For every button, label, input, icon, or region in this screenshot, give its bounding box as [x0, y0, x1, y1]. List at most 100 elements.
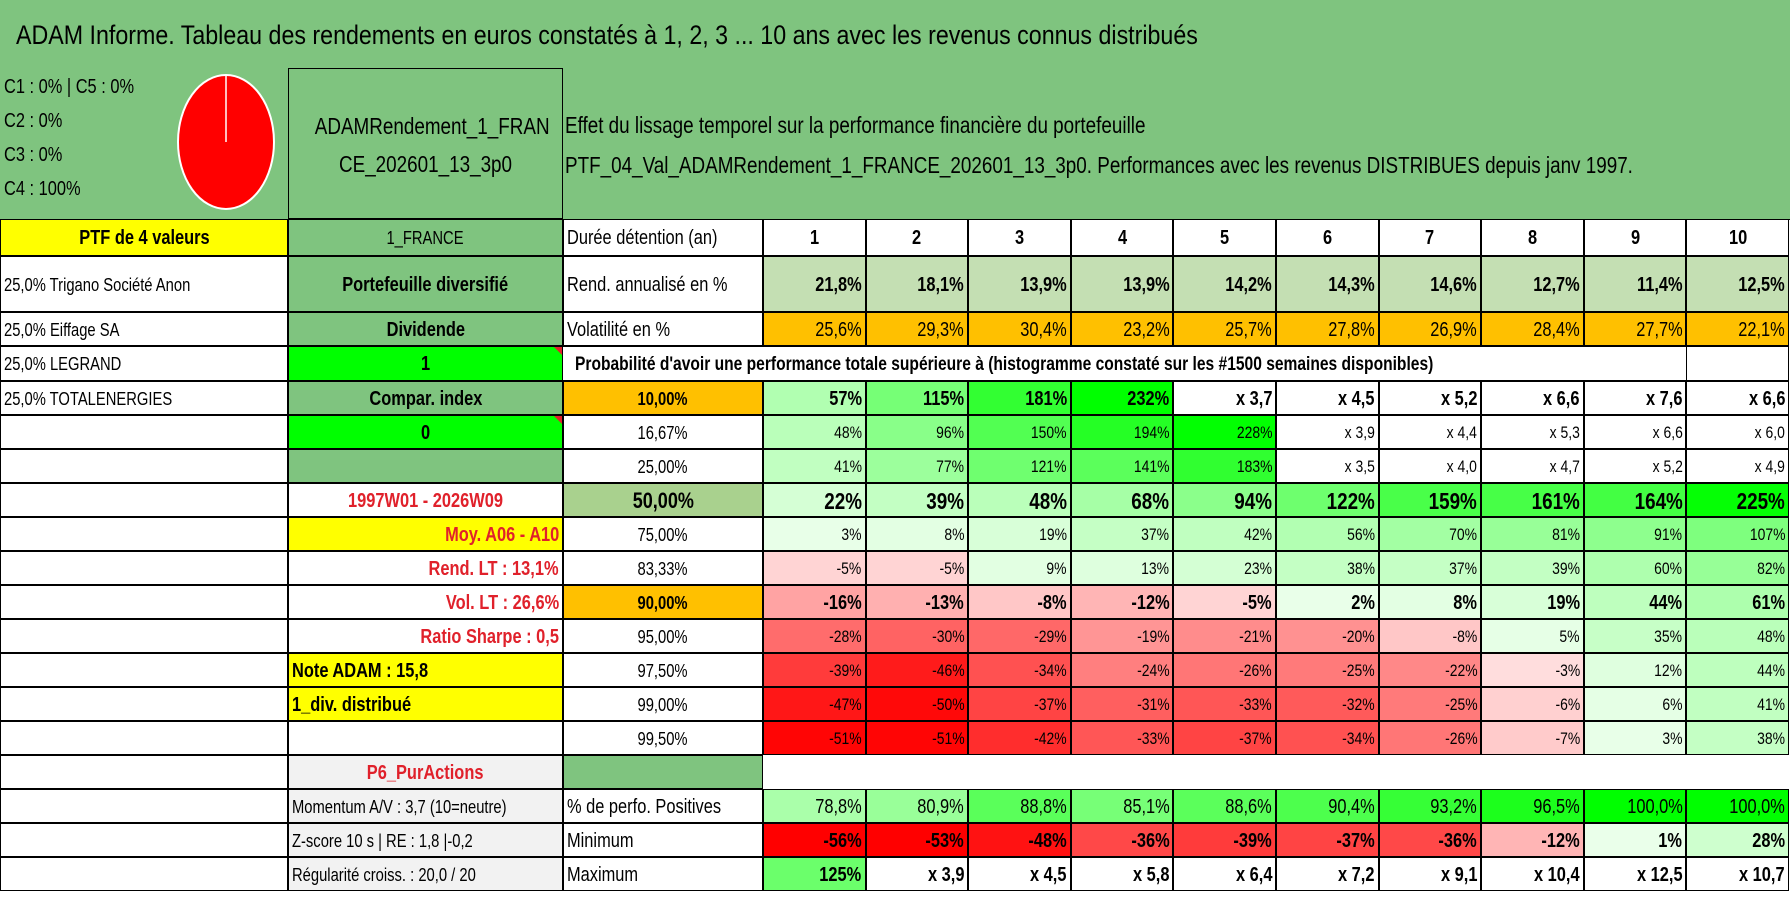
prob-value: 122%: [1276, 483, 1379, 517]
prob-value: 107%: [1686, 517, 1789, 551]
max-value: x 10,7: [1686, 857, 1789, 891]
prob-value: 8%: [1378, 585, 1482, 619]
min-value: 1%: [1583, 823, 1687, 857]
zscore: Z-score 10 s | RE : 1,8 |-0,2: [288, 823, 563, 857]
prob-value: 42%: [1173, 517, 1276, 551]
prob-value: 44%: [1583, 585, 1687, 619]
left-empty: [0, 517, 288, 551]
min-value: -39%: [1173, 823, 1276, 857]
prob-value: 9%: [968, 551, 1071, 585]
prob-value: -51%: [763, 721, 866, 755]
prob-value: x 5,3: [1481, 415, 1584, 449]
pos-value: 88,8%: [968, 789, 1071, 823]
prob-value: 121%: [968, 449, 1071, 483]
prob-value: 115%: [865, 381, 969, 415]
regularite: Régularité croiss. : 20,0 / 20: [288, 857, 563, 891]
prob-value: 183%: [1173, 449, 1276, 483]
left-empty: [0, 483, 288, 517]
prob-value: -25%: [1378, 687, 1482, 721]
vol-lt: Vol. LT : 26,6%: [288, 585, 563, 619]
country-label: 1_FRANCE: [288, 219, 563, 256]
holding-row: 25,0% LEGRAND: [0, 346, 288, 381]
rend-value: 21,8%: [763, 256, 866, 312]
prob-value: 164%: [1583, 483, 1687, 517]
compar-flag: 0: [288, 415, 563, 449]
prob-value: x 5,2: [1583, 449, 1687, 483]
mid-empty: [288, 449, 563, 483]
prob-value: -8%: [1378, 619, 1482, 653]
prob-value: 37%: [1070, 517, 1174, 551]
prob-value: -47%: [763, 687, 866, 721]
min-value: -48%: [968, 823, 1071, 857]
prob-value: x 3,5: [1276, 449, 1379, 483]
max-value: x 5,8: [1070, 857, 1174, 891]
dividend-mode: 1_div. distribué: [288, 687, 563, 721]
prob-threshold: 95,00%: [563, 619, 763, 653]
pos-value: 80,9%: [865, 789, 969, 823]
prob-value: 41%: [763, 449, 866, 483]
prob-value: 35%: [1583, 619, 1687, 653]
rend-value: 14,3%: [1276, 256, 1379, 312]
prob-threshold: 99,00%: [563, 687, 763, 721]
period-label: 1997W01 - 2026W09: [288, 483, 563, 517]
fund-name: ADAMRendement_1_FRAN CE_202601_13_3p0: [288, 68, 563, 219]
prob-threshold: 25,00%: [563, 449, 763, 483]
vol-value: 27,7%: [1583, 312, 1687, 346]
prob-value: -26%: [1378, 721, 1482, 755]
left-empty: [0, 857, 288, 891]
prob-value: -5%: [865, 551, 969, 585]
prob-value: 38%: [1686, 721, 1789, 755]
rend-label: Rend. annualisé en %: [563, 256, 763, 312]
prob-value: 22%: [763, 483, 866, 517]
prob-value: 150%: [968, 415, 1071, 449]
pos-value: 90,4%: [1276, 789, 1379, 823]
vol-value: 25,7%: [1173, 312, 1276, 346]
rend-value: 12,7%: [1481, 256, 1584, 312]
pie-legend-line: C1 : 0% | C5 : 0%: [4, 76, 135, 98]
year-header: 5: [1173, 219, 1276, 256]
prob-threshold: 10,00%: [563, 381, 763, 415]
vol-value: 22,1%: [1686, 312, 1789, 346]
vol-value: 29,3%: [865, 312, 969, 346]
prob-value: 37%: [1378, 551, 1482, 585]
prob-value: -30%: [865, 619, 969, 653]
prob-value: x 6,6: [1686, 381, 1789, 415]
left-empty: [0, 585, 288, 619]
max-value: x 12,5: [1583, 857, 1687, 891]
prob-value: 56%: [1276, 517, 1379, 551]
rend-lt: Rend. LT : 13,1%: [288, 551, 563, 585]
max-value: x 7,2: [1276, 857, 1379, 891]
year-header: 8: [1481, 219, 1584, 256]
prob-value: 3%: [1583, 721, 1687, 755]
left-empty: [0, 721, 288, 755]
rend-value: 14,2%: [1173, 256, 1276, 312]
prob-value: 181%: [968, 381, 1071, 415]
rend-value: 13,9%: [968, 256, 1071, 312]
prob-value: -7%: [1481, 721, 1584, 755]
prob-value: -5%: [1173, 585, 1276, 619]
prob-value: -31%: [1070, 687, 1174, 721]
comment-marker: [554, 416, 562, 424]
pos-value: 96,5%: [1481, 789, 1584, 823]
prob-value: 48%: [968, 483, 1071, 517]
rend-value: 11,4%: [1583, 256, 1687, 312]
prob-value: 60%: [1583, 551, 1687, 585]
year-header: 9: [1583, 219, 1687, 256]
prob-value: 2%: [1276, 585, 1379, 619]
prob-threshold: 75,00%: [563, 517, 763, 551]
left-empty: [0, 619, 288, 653]
left-empty: [0, 449, 288, 483]
bottom-green-block: [563, 755, 763, 789]
prob-value: x 4,0: [1378, 449, 1482, 483]
adam-note: Note ADAM : 15,8: [288, 653, 563, 687]
prob-value: x 4,4: [1378, 415, 1482, 449]
prob-value: -34%: [968, 653, 1071, 687]
empty-cell: [1686, 346, 1789, 381]
prob-value: 48%: [1686, 619, 1789, 653]
prob-value: -25%: [1276, 653, 1379, 687]
prob-value: 159%: [1378, 483, 1482, 517]
min-value: -12%: [1481, 823, 1584, 857]
prob-value: -33%: [1070, 721, 1174, 755]
rend-value: 18,1%: [865, 256, 969, 312]
prob-value: x 5,2: [1378, 381, 1482, 415]
